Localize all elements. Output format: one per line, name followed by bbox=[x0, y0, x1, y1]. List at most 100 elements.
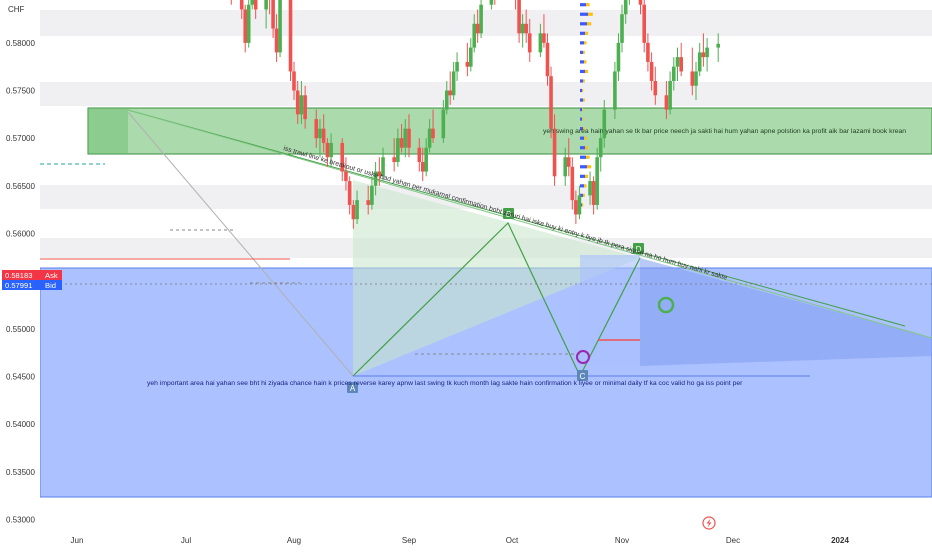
volume-profile-bar bbox=[580, 146, 585, 149]
grey-band-2 bbox=[40, 82, 932, 106]
candle-body bbox=[546, 43, 550, 76]
candle-body bbox=[296, 91, 300, 115]
volume-profile-bar-alt bbox=[582, 89, 583, 92]
bottom-zone-note[interactable]: yeh important area hai yahan see bht hi … bbox=[147, 380, 743, 387]
candle-body bbox=[452, 71, 456, 95]
candle-body bbox=[469, 48, 473, 67]
candle-body bbox=[524, 24, 528, 34]
volume-profile-bar bbox=[580, 32, 585, 35]
x-tick-label: Jun bbox=[71, 536, 84, 545]
candle[interactable] bbox=[479, 0, 483, 38]
candle-body bbox=[553, 129, 557, 177]
candle-body bbox=[595, 157, 599, 205]
candle-body bbox=[403, 129, 407, 148]
y-tick-label: 0.53500 bbox=[6, 468, 35, 477]
volume-profile-bar bbox=[580, 184, 584, 187]
candle-body bbox=[624, 0, 628, 14]
candle-body bbox=[396, 138, 400, 162]
candle-body bbox=[271, 0, 275, 29]
volume-profile-bar-alt bbox=[587, 165, 591, 168]
candle-body bbox=[322, 129, 326, 143]
volume-profile-bar-alt bbox=[583, 51, 585, 54]
volume-profile-bar-alt bbox=[586, 156, 590, 159]
candle-body bbox=[314, 119, 318, 138]
candle-body bbox=[455, 62, 459, 72]
volume-profile-bar-alt bbox=[585, 32, 588, 35]
y-tick-label: 0.56500 bbox=[6, 182, 35, 191]
volume-profile-bar bbox=[580, 165, 587, 168]
candle-body bbox=[370, 186, 374, 205]
y-tick-label: 0.58000 bbox=[6, 39, 35, 48]
x-tick-label: Jul bbox=[181, 536, 191, 545]
y-tick-label: 0.57000 bbox=[6, 134, 35, 143]
candle[interactable] bbox=[247, 0, 251, 48]
candle-body bbox=[691, 71, 695, 85]
y-tick-label: 0.56000 bbox=[6, 230, 35, 239]
volume-profile-bar-alt bbox=[585, 146, 588, 149]
volume-profile-bar-alt bbox=[584, 41, 586, 44]
volume-profile-bar bbox=[580, 3, 586, 6]
candle-body bbox=[578, 195, 582, 214]
candle-body bbox=[698, 52, 702, 71]
candle-body bbox=[275, 29, 279, 53]
candle-body bbox=[240, 0, 244, 9]
volume-profile-bar bbox=[580, 156, 586, 159]
candle-body bbox=[521, 24, 525, 34]
candle[interactable] bbox=[289, 0, 293, 81]
volume-profile-bar-alt bbox=[583, 194, 585, 197]
candle-body bbox=[472, 24, 476, 48]
candle-body bbox=[278, 0, 282, 52]
flash-icon[interactable] bbox=[703, 517, 715, 529]
candle-body bbox=[676, 57, 680, 67]
currency-label: CHF bbox=[8, 5, 25, 14]
candle-body bbox=[326, 143, 330, 157]
bid-label: 0.57991 Bid bbox=[2, 280, 62, 290]
grey-band-1 bbox=[40, 10, 932, 36]
volume-profile-bar-alt bbox=[584, 184, 586, 187]
volume-profile-bar-alt bbox=[584, 60, 586, 63]
candle-body bbox=[392, 157, 396, 162]
candle-body bbox=[424, 148, 428, 172]
candle-body bbox=[702, 52, 706, 57]
volume-profile-bar bbox=[580, 60, 584, 63]
volume-profile-bar-alt bbox=[583, 79, 585, 82]
candle[interactable] bbox=[278, 0, 282, 57]
volume-profile-bar-alt bbox=[582, 108, 583, 111]
top-zone-note[interactable]: yeh swing area hain yahan se tk bar pric… bbox=[543, 128, 906, 135]
x-tick-label: Dec bbox=[726, 536, 740, 545]
volume-profile-bar bbox=[580, 79, 583, 82]
candle-body bbox=[542, 33, 546, 43]
candle-body bbox=[431, 129, 435, 139]
top-swing-zone-left bbox=[88, 108, 128, 154]
volume-profile-bar bbox=[580, 89, 582, 92]
candle-body bbox=[571, 167, 575, 200]
candle-body bbox=[654, 81, 658, 95]
candle-body bbox=[716, 44, 720, 48]
candle-body bbox=[679, 57, 683, 71]
volume-profile-bar bbox=[580, 70, 585, 73]
candle-body bbox=[563, 157, 567, 176]
candle-body bbox=[650, 62, 654, 81]
volume-profile-box bbox=[580, 255, 640, 365]
candle-body bbox=[490, 0, 494, 5]
candle-body bbox=[476, 24, 480, 34]
volume-profile-bar bbox=[580, 13, 588, 16]
ask-text: Ask bbox=[45, 271, 58, 280]
candle-body bbox=[428, 129, 432, 148]
x-tick-label: Aug bbox=[287, 536, 301, 545]
candle-body bbox=[646, 43, 650, 62]
y-tick-label: 0.54500 bbox=[6, 373, 35, 382]
volume-profile-bar bbox=[580, 118, 582, 121]
candle-body bbox=[400, 138, 404, 148]
x-axis-background bbox=[0, 530, 932, 550]
candle-body bbox=[243, 9, 247, 42]
volume-profile-bar bbox=[580, 51, 583, 54]
volume-profile-bar-alt bbox=[582, 118, 583, 121]
candle-body bbox=[355, 200, 359, 219]
candle-body bbox=[599, 138, 603, 157]
candle-body bbox=[639, 0, 643, 5]
volume-profile-bar-alt bbox=[585, 175, 588, 178]
